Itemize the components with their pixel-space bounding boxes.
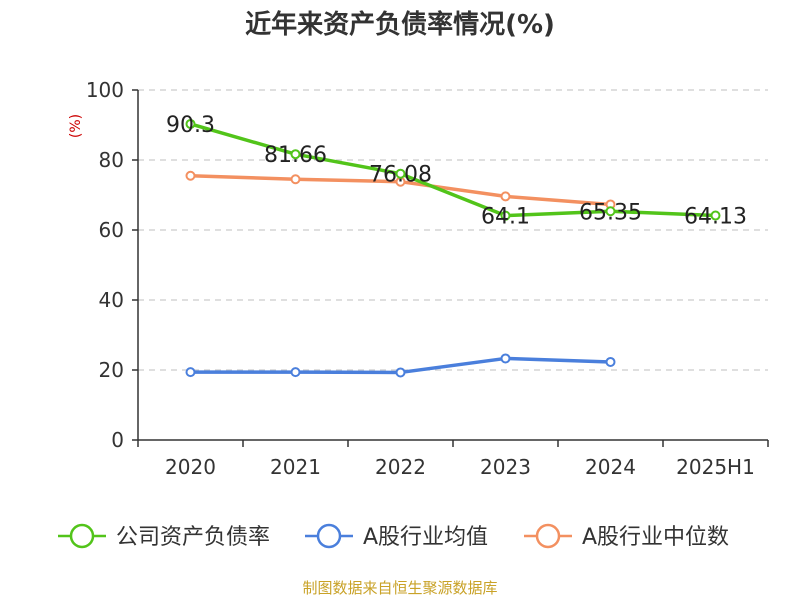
data-point — [500, 210, 511, 221]
legend-item: 公司资产负债率 — [58, 523, 270, 550]
legend-item: A股行业均值 — [305, 523, 488, 550]
y-tick-label: 40 — [99, 288, 124, 312]
y-tick-label: 100 — [86, 78, 124, 102]
data-label: 64.13 — [684, 205, 747, 230]
data-point — [185, 367, 196, 378]
legend-marker — [535, 523, 561, 549]
data-point — [500, 191, 511, 202]
x-tick-label: 2025H1 — [676, 455, 755, 479]
y-tick-label: 20 — [99, 358, 124, 382]
legend-label: 公司资产负债率 — [116, 525, 270, 550]
data-point — [290, 367, 301, 378]
y-tick-label: 60 — [99, 218, 124, 242]
data-point — [395, 168, 406, 179]
x-tick-label: 2020 — [165, 455, 216, 479]
data-label: 81.66 — [264, 143, 327, 168]
x-tick-label: 2024 — [585, 455, 636, 479]
x-tick-label: 2021 — [270, 455, 321, 479]
legend-marker — [316, 523, 342, 549]
series-2 — [185, 170, 616, 210]
legend: 公司资产负债率 A股行业均值 A股行业中位数 — [58, 523, 729, 550]
data-point — [500, 353, 511, 364]
y-axis-label: (%) — [68, 114, 84, 138]
y-tick-label: 0 — [111, 428, 124, 452]
axes: 0 20 40 60 80 100 2020 2021 2022 2023 2024 2025H1 — [86, 78, 769, 479]
data-labels: 90.3 81.66 76.08 64.1 65.35 64.13 — [166, 113, 747, 230]
data-point — [605, 206, 616, 217]
x-tick-label: 2023 — [480, 455, 531, 479]
x-tick-label: 2022 — [375, 455, 426, 479]
legend-label: A股行业均值 — [363, 525, 488, 550]
data-point — [605, 356, 616, 367]
data-point — [185, 170, 196, 181]
series-1 — [185, 353, 616, 378]
data-point — [185, 118, 196, 129]
data-label: 64.1 — [481, 205, 530, 230]
y-tick-label: 80 — [99, 148, 124, 172]
data-label: 65.35 — [579, 200, 642, 225]
grid-lines — [138, 89, 768, 371]
data-point — [290, 149, 301, 160]
legend-marker — [69, 523, 95, 549]
series — [185, 118, 721, 378]
series-0 — [185, 118, 721, 221]
data-label: 90.3 — [166, 113, 215, 138]
data-label: 76.08 — [369, 163, 432, 188]
legend-label: A股行业中位数 — [582, 525, 729, 550]
data-point — [395, 367, 406, 378]
data-point — [290, 174, 301, 185]
legend-item: A股行业中位数 — [524, 523, 729, 550]
data-point — [710, 210, 721, 221]
source-note: 制图数据来自恒生聚源数据库 — [302, 579, 497, 597]
chart-title: 近年来资产负债率情况(%) — [245, 9, 555, 40]
series-line — [188, 122, 718, 218]
